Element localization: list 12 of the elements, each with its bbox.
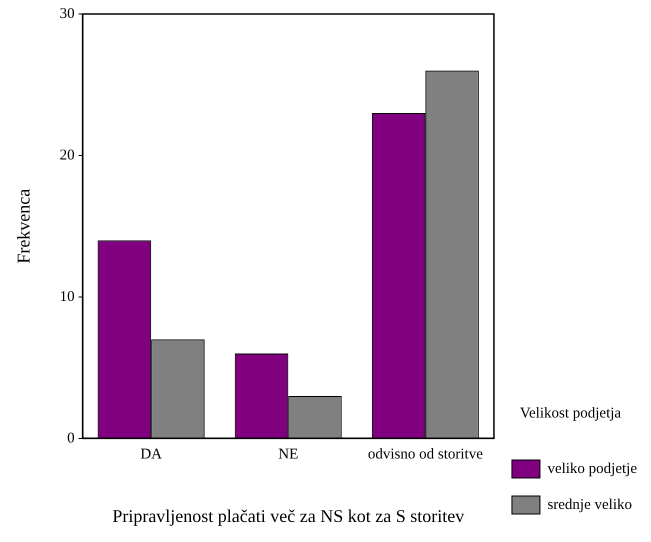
x-tick-label: NE: [278, 446, 298, 462]
x-tick-label: odvisno od storitve: [368, 446, 484, 462]
legend-label: srednje veliko: [547, 496, 632, 513]
x-axis-title: Pripravljenost plačati več za NS kot za S storitev: [112, 506, 464, 526]
y-tick-label: 30: [60, 6, 75, 22]
y-tick-label: 10: [60, 288, 75, 305]
y-axis-title: Frekvenca: [14, 188, 34, 264]
y-tick-label: 20: [60, 147, 75, 164]
legend-title: Velikost podjetja: [520, 405, 622, 422]
x-tick-label: DA: [140, 446, 162, 462]
y-tick-label: 0: [67, 430, 75, 446]
legend-label: veliko podjetje: [547, 460, 638, 477]
